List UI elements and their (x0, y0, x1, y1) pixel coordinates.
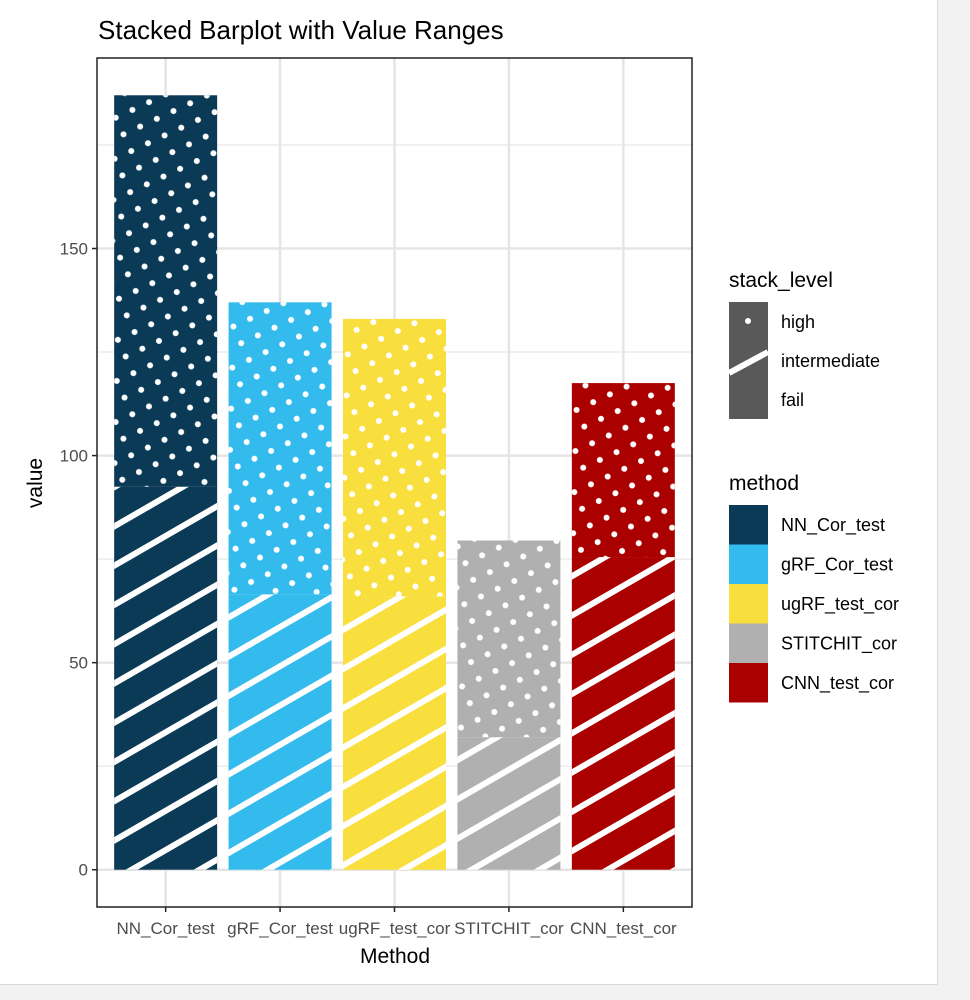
dot-pattern (571, 383, 675, 558)
y-tick-label: 50 (69, 654, 88, 673)
legend-title-stack-level: stack_level (729, 269, 833, 292)
x-axis: NN_Cor_test gRF_Cor_test ugRF_test_cor STIT… (117, 907, 677, 938)
y-tick-label: 150 (60, 240, 88, 259)
legend-key-CNN_test_cor (729, 663, 768, 703)
legend-label-CNN_test_cor: CNN_test_cor (781, 673, 894, 694)
y-axis-label: value (24, 458, 47, 508)
dot-pattern (228, 302, 332, 595)
legend-key-STITCHIT_cor (729, 623, 768, 663)
legend-key-NN_Cor_test (729, 505, 768, 545)
legend-label-NN_Cor_test: NN_Cor_test (781, 515, 885, 536)
stripe-pattern (228, 594, 332, 870)
dot-pattern (114, 95, 218, 487)
y-tick-label: 100 (60, 447, 88, 466)
legend-label-STITCHIT_cor: STITCHIT_cor (781, 634, 897, 655)
stripe-pattern (114, 486, 218, 870)
x-tick-label: gRF_Cor_test (227, 919, 333, 938)
legend-key-ugRF_test_cor (729, 584, 768, 624)
legend-key-high-dot (745, 318, 751, 324)
legend-label-fail: fail (781, 390, 804, 410)
x-tick-label: NN_Cor_test (117, 919, 216, 938)
y-tick-label: 0 (79, 861, 88, 880)
x-tick-label: CNN_test_cor (570, 919, 677, 938)
legend-label-gRF_Cor_test: gRF_Cor_test (781, 555, 893, 576)
stripe-pattern (343, 596, 446, 870)
stripe-pattern (571, 557, 675, 870)
bars (114, 95, 675, 870)
legend-title-method: method (729, 472, 799, 495)
dot-pattern (457, 540, 561, 738)
stripe-pattern (457, 737, 561, 870)
x-axis-label: Method (360, 945, 430, 968)
legend-key-gRF_Cor_test (729, 544, 768, 584)
legend-label-intermediate: intermediate (781, 351, 880, 371)
x-tick-label: ugRF_test_cor (339, 919, 451, 938)
x-tick-label: STITCHIT_cor (454, 919, 564, 938)
legend-label-ugRF_test_cor: ugRF_test_cor (781, 594, 899, 615)
dot-pattern (343, 318, 446, 597)
legend-label-high: high (781, 312, 815, 332)
legend-key-intermediate-stripe (727, 349, 770, 376)
chart-title: Stacked Barplot with Value Ranges (98, 15, 504, 45)
y-axis: 0 50 100 150 (60, 240, 97, 880)
